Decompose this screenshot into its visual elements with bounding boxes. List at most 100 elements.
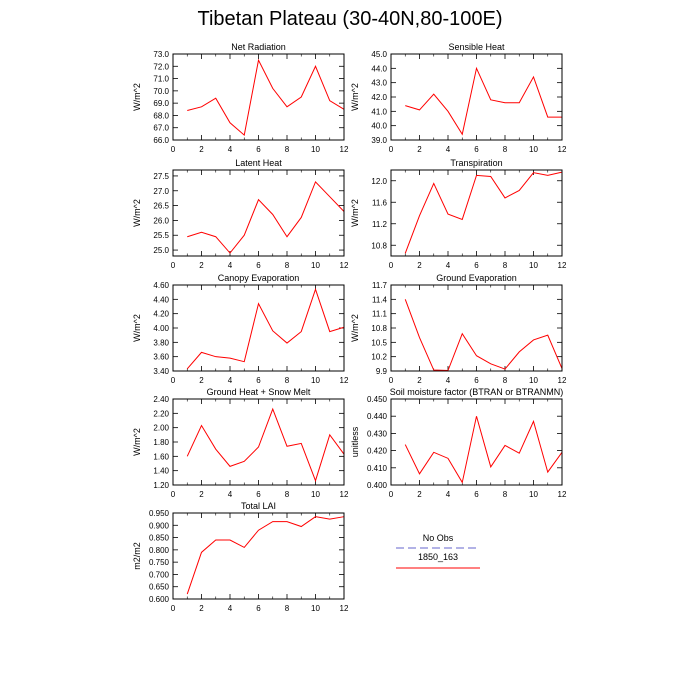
chart-panel: Transpiration W/m^2 0 2 4 6 8 10 12 10.8 11.2 11.6 1…	[350, 158, 567, 270]
plot-frame	[390, 53, 563, 141]
chart-title: Sensible Heat	[448, 42, 505, 52]
x-tick-label: 0	[171, 490, 176, 499]
y-tick-label: 70.0	[153, 87, 169, 96]
x-tick-label: 2	[417, 376, 422, 385]
y-tick-label: 11.4	[372, 295, 388, 304]
chart-title: Transpiration	[450, 158, 502, 168]
y-tick-label: 27.5	[153, 172, 169, 181]
y-tick-label: 27.0	[153, 187, 169, 196]
y-axis-label: W/m^2	[350, 83, 360, 111]
x-tick-label: 4	[228, 604, 233, 613]
chart-panel: Soil moisture factor (BTRAN or BTRANMN) u…	[350, 387, 567, 499]
x-tick-label: 10	[529, 490, 538, 499]
plot-frame	[390, 169, 563, 257]
x-tick-label: 6	[474, 490, 479, 499]
series-line	[404, 299, 563, 372]
chart-title: Ground Evaporation	[436, 273, 517, 283]
chart-panel: Ground Evaporation W/m^2 0 2 4 6 8 10 12 9.9 10.2 1…	[350, 273, 567, 385]
x-tick-label: 12	[340, 261, 349, 270]
x-tick-label: 10	[311, 261, 320, 270]
legend-label: No Obs	[423, 533, 454, 543]
x-tick-label: 6	[474, 145, 479, 154]
chart-title: Total LAI	[241, 501, 276, 511]
y-tick-label: 73.0	[153, 50, 169, 59]
y-tick-label: 40.0	[371, 122, 387, 131]
chart-title: Net Radiation	[231, 42, 286, 52]
y-tick-label: 26.0	[153, 216, 169, 225]
series-line	[187, 180, 345, 254]
series-line	[186, 516, 345, 595]
x-tick-label: 10	[529, 261, 538, 270]
chart-panel: Ground Heat + Snow Melt W/m^2 0 2 4 6 8 10 12 1.2…	[132, 387, 349, 499]
x-tick-label: 12	[340, 145, 349, 154]
y-axis-label: unitless	[350, 426, 360, 457]
x-tick-label: 12	[340, 376, 349, 385]
y-tick-label: 0.850	[149, 534, 170, 543]
x-tick-label: 8	[503, 145, 508, 154]
y-tick-label: 2.20	[153, 409, 169, 418]
y-tick-label: 9.9	[376, 367, 388, 376]
y-tick-label: 0.650	[149, 583, 170, 592]
y-tick-label: 11.7	[372, 281, 388, 290]
series-line	[187, 58, 345, 137]
x-tick-label: 2	[199, 261, 204, 270]
x-tick-label: 4	[446, 490, 451, 499]
x-tick-label: 0	[389, 261, 394, 270]
x-tick-label: 0	[171, 376, 176, 385]
y-tick-label: 0.400	[367, 481, 388, 490]
y-axis-label: m2/m2	[132, 542, 142, 570]
x-tick-label: 8	[503, 490, 508, 499]
y-tick-label: 0.440	[367, 412, 388, 421]
y-tick-label: 4.60	[153, 281, 169, 290]
x-tick-label: 2	[199, 490, 204, 499]
x-tick-label: 2	[417, 261, 422, 270]
x-tick-label: 12	[558, 145, 567, 154]
y-tick-label: 1.40	[153, 467, 169, 476]
y-tick-label: 0.750	[149, 558, 170, 567]
x-tick-label: 0	[171, 145, 176, 154]
plot-frame	[172, 284, 345, 372]
y-tick-label: 10.8	[371, 324, 387, 333]
y-tick-label: 69.0	[153, 99, 169, 108]
chart-panel: Total LAI m2/m2 0 2 4 6 8 10 12 0.600 0.650 0.700 0.…	[132, 501, 349, 613]
y-axis-label: W/m^2	[350, 199, 360, 227]
x-tick-label: 8	[285, 376, 290, 385]
y-tick-label: 25.0	[153, 246, 169, 255]
x-tick-label: 10	[311, 145, 320, 154]
x-tick-label: 0	[171, 604, 176, 613]
page-title: Tibetan Plateau (30-40N,80-100E)	[197, 8, 503, 30]
series-line	[404, 416, 563, 484]
series-line	[186, 407, 345, 483]
y-tick-label: 11.2	[372, 220, 388, 229]
y-tick-label: 45.0	[371, 50, 387, 59]
y-tick-label: 10.8	[371, 241, 387, 250]
y-tick-label: 44.0	[371, 64, 387, 73]
y-tick-label: 3.60	[153, 353, 169, 362]
y-axis-label: W/m^2	[132, 83, 142, 111]
y-tick-label: 42.0	[371, 93, 387, 102]
y-tick-label: 1.20	[153, 481, 169, 490]
x-tick-label: 2	[417, 490, 422, 499]
x-tick-label: 10	[311, 490, 320, 499]
x-tick-label: 12	[340, 490, 349, 499]
x-tick-label: 8	[285, 604, 290, 613]
x-tick-label: 12	[558, 261, 567, 270]
x-tick-label: 6	[256, 490, 261, 499]
plot-frame	[172, 512, 345, 600]
y-tick-label: 4.40	[153, 295, 169, 304]
x-tick-label: 4	[446, 376, 451, 385]
x-tick-label: 8	[503, 376, 508, 385]
y-tick-label: 2.00	[153, 424, 169, 433]
series-line	[405, 66, 562, 136]
chart-title: Ground Heat + Snow Melt	[207, 387, 311, 397]
x-tick-label: 10	[311, 376, 320, 385]
y-tick-label: 10.2	[371, 353, 387, 362]
y-tick-label: 67.0	[153, 124, 169, 133]
x-tick-label: 4	[446, 261, 451, 270]
y-tick-label: 66.0	[153, 136, 169, 145]
chart-title: Soil moisture factor (BTRAN or BTRANMN)	[390, 387, 564, 397]
y-tick-label: 2.40	[153, 395, 169, 404]
x-tick-label: 0	[389, 145, 394, 154]
y-tick-label: 43.0	[371, 79, 387, 88]
